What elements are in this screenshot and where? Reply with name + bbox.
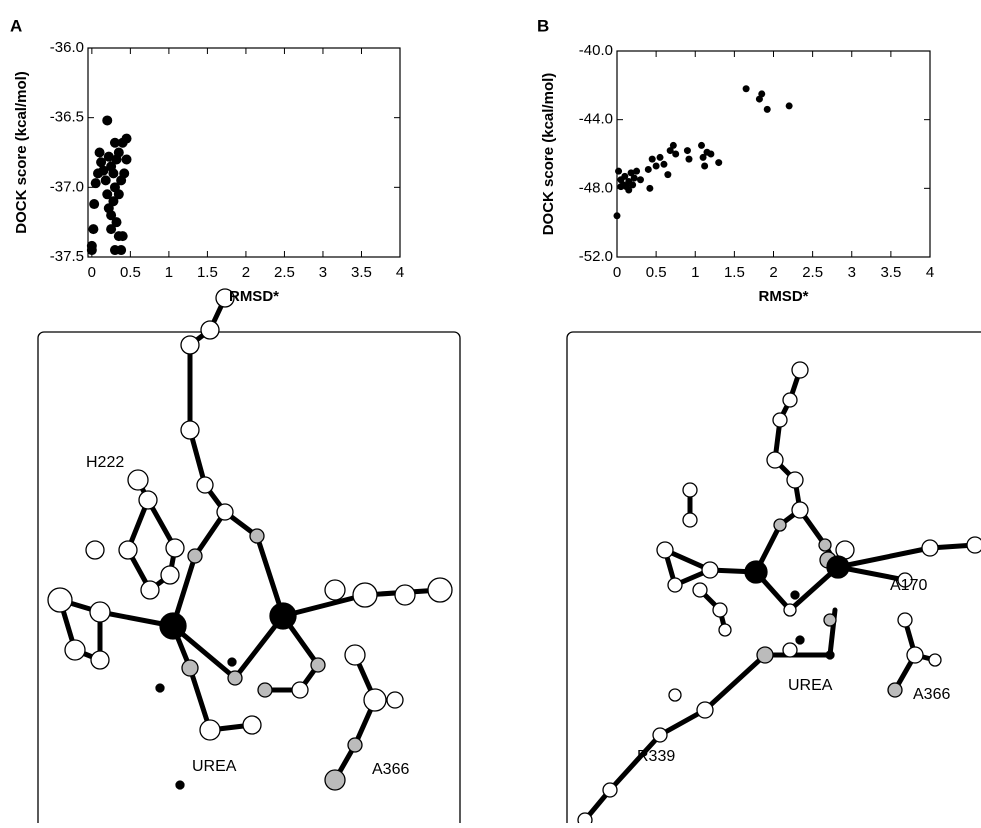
point [89,199,99,209]
point [106,224,116,234]
point [637,176,644,183]
y-tick-label: -36.0 [50,39,84,56]
point [707,151,714,158]
molecule-diagram-a: H222 UREA A366 [38,289,460,823]
x-axis-label: RMSD* [229,288,279,305]
x-tick-label: 1.5 [197,264,218,281]
x-axis-label: RMSD* [758,288,808,305]
y-tick-label: -44.0 [579,111,613,128]
point [715,159,722,166]
plot-frame [617,51,930,257]
x-tick-label: 4 [396,264,404,281]
y-tick-label: -37.0 [50,178,84,195]
residue-label: UREA [788,677,833,694]
point [108,168,118,178]
x-tick-label: 2 [769,264,777,281]
residue-label: A170 [890,577,927,594]
x-tick-label: 2.5 [274,264,295,281]
y-tick-label: -52.0 [579,248,613,265]
residue-label: A366 [372,761,409,778]
y-tick-label: -48.0 [579,179,613,196]
panel-label: A [10,16,22,35]
x-tick-label: 0 [613,264,621,281]
point [653,163,660,170]
panel-label: B [537,16,549,35]
molecule-diagram-b: A170 UREA A366 R339 [567,332,981,823]
point [119,168,129,178]
point [657,154,664,161]
y-tick-label: -36.5 [50,109,84,126]
residue-label: H222 [86,454,124,471]
point [114,148,124,158]
point [758,90,765,97]
point [743,85,750,92]
point [645,166,652,173]
x-tick-label: 1.5 [724,264,745,281]
x-tick-label: 0.5 [646,264,667,281]
x-tick-label: 0.5 [120,264,141,281]
point [649,156,656,163]
x-tick-label: 3 [319,264,327,281]
point [664,171,671,178]
point [631,175,638,182]
x-tick-label: 4 [926,264,934,281]
point [786,102,793,109]
point [122,134,132,144]
y-tick-label: -40.0 [579,42,613,59]
x-tick-label: 1 [691,264,699,281]
point [646,185,653,192]
point [701,163,708,170]
point [617,183,624,190]
point [633,168,640,175]
point [614,212,621,219]
residue-label: UREA [192,758,237,775]
figure: H222 UREA A366 A170 UREA A366 R339 A RMSD… [0,0,981,823]
point [698,142,705,149]
point [118,231,128,241]
atoms [48,289,452,790]
point [625,187,632,194]
point [615,168,622,175]
point [91,178,101,188]
x-tick-label: 0 [88,264,96,281]
x-tick-label: 3.5 [880,264,901,281]
y-axis-label: DOCK score (kcal/mol) [13,71,30,234]
y-axis-label: DOCK score (kcal/mol) [540,73,557,236]
point [122,154,132,164]
x-tick-label: 3 [848,264,856,281]
point [684,147,691,154]
point [114,189,124,199]
residue-label: A366 [913,686,950,703]
x-tick-label: 2 [242,264,250,281]
point [87,241,97,251]
point [670,142,677,149]
point [660,161,667,168]
point [102,115,112,125]
point [101,175,111,185]
point [685,156,692,163]
y-tick-label: -37.5 [50,248,84,265]
x-tick-label: 2.5 [802,264,823,281]
point [764,106,771,113]
plot-frame [88,48,400,257]
point [95,148,105,158]
point [116,245,126,255]
residue-label: R339 [637,748,675,765]
point [672,151,679,158]
point [88,224,98,234]
x-tick-label: 3.5 [351,264,372,281]
x-tick-label: 1 [165,264,173,281]
